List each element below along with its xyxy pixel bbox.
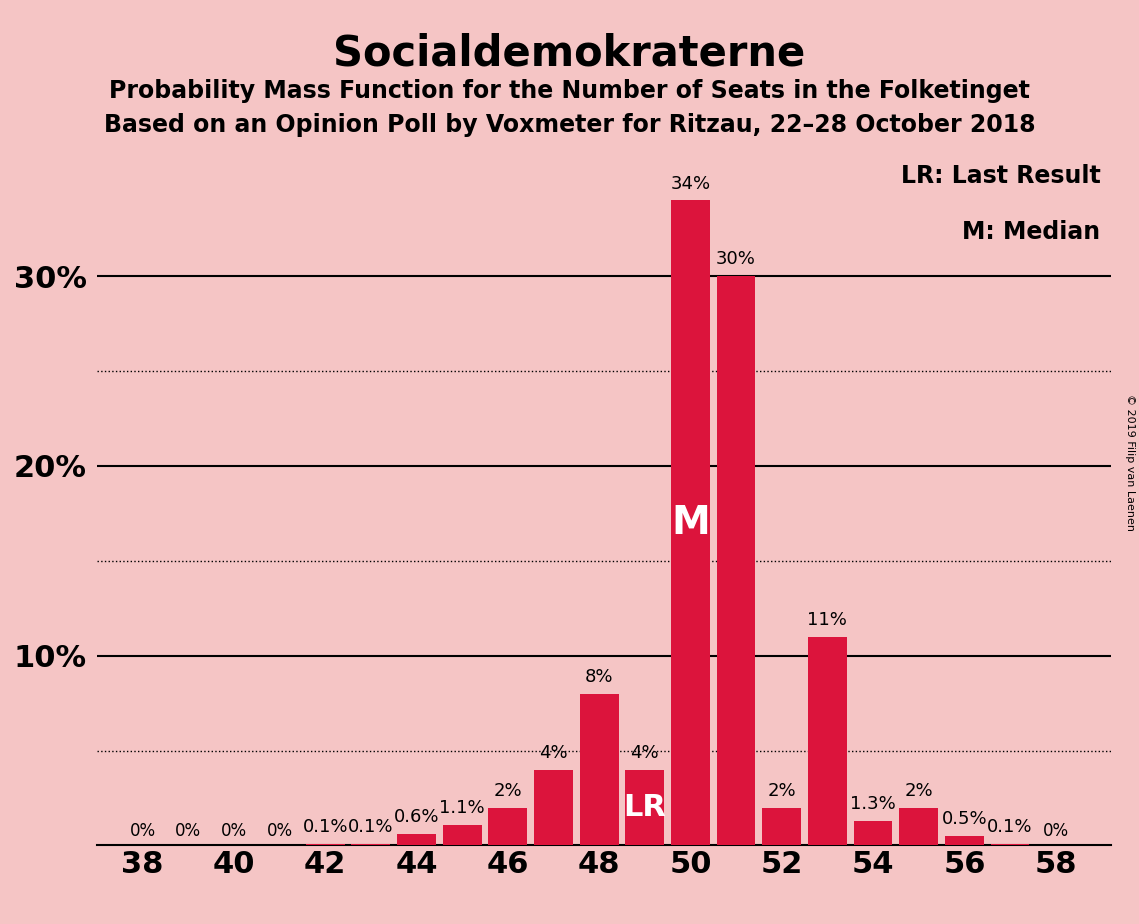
Text: 4%: 4% (539, 744, 567, 762)
Text: M: M (671, 504, 710, 541)
Text: 8%: 8% (584, 668, 614, 686)
Text: 0.1%: 0.1% (302, 818, 347, 836)
Text: M: Median: M: Median (962, 221, 1100, 245)
Bar (352, 844, 391, 845)
Bar (580, 694, 618, 845)
Bar (991, 844, 1030, 845)
Text: 4%: 4% (631, 744, 659, 762)
Text: 34%: 34% (671, 175, 711, 192)
Text: © 2019 Filip van Laenen: © 2019 Filip van Laenen (1125, 394, 1134, 530)
Text: Probability Mass Function for the Number of Seats in the Folketinget: Probability Mass Function for the Number… (109, 79, 1030, 103)
Bar (489, 808, 527, 845)
Text: 2%: 2% (768, 782, 796, 800)
Text: 2%: 2% (493, 782, 522, 800)
Text: 1.3%: 1.3% (850, 796, 896, 813)
Text: 0%: 0% (267, 821, 293, 840)
Text: 0%: 0% (175, 821, 202, 840)
Text: Socialdemokraterne: Socialdemokraterne (334, 32, 805, 74)
Bar (305, 844, 344, 845)
Text: 0.5%: 0.5% (942, 810, 988, 829)
Text: 2%: 2% (904, 782, 933, 800)
Bar (716, 276, 755, 845)
Bar (443, 824, 482, 845)
Bar (945, 836, 984, 845)
Bar (671, 201, 710, 845)
Text: 0%: 0% (1042, 821, 1068, 840)
Text: LR: LR (623, 793, 666, 822)
Bar (762, 808, 801, 845)
Text: LR: Last Result: LR: Last Result (901, 164, 1100, 188)
Text: 30%: 30% (716, 250, 756, 269)
Bar (625, 770, 664, 845)
Bar (808, 637, 846, 845)
Text: 0%: 0% (221, 821, 247, 840)
Bar (900, 808, 939, 845)
Text: 0.1%: 0.1% (349, 818, 394, 836)
Bar (534, 770, 573, 845)
Text: 0%: 0% (130, 821, 156, 840)
Bar (398, 834, 436, 845)
Text: 1.1%: 1.1% (440, 799, 485, 817)
Text: Based on an Opinion Poll by Voxmeter for Ritzau, 22–28 October 2018: Based on an Opinion Poll by Voxmeter for… (104, 113, 1035, 137)
Bar (853, 821, 893, 845)
Text: 0.1%: 0.1% (988, 818, 1033, 836)
Text: 0.6%: 0.6% (394, 808, 440, 826)
Text: 11%: 11% (808, 611, 847, 629)
